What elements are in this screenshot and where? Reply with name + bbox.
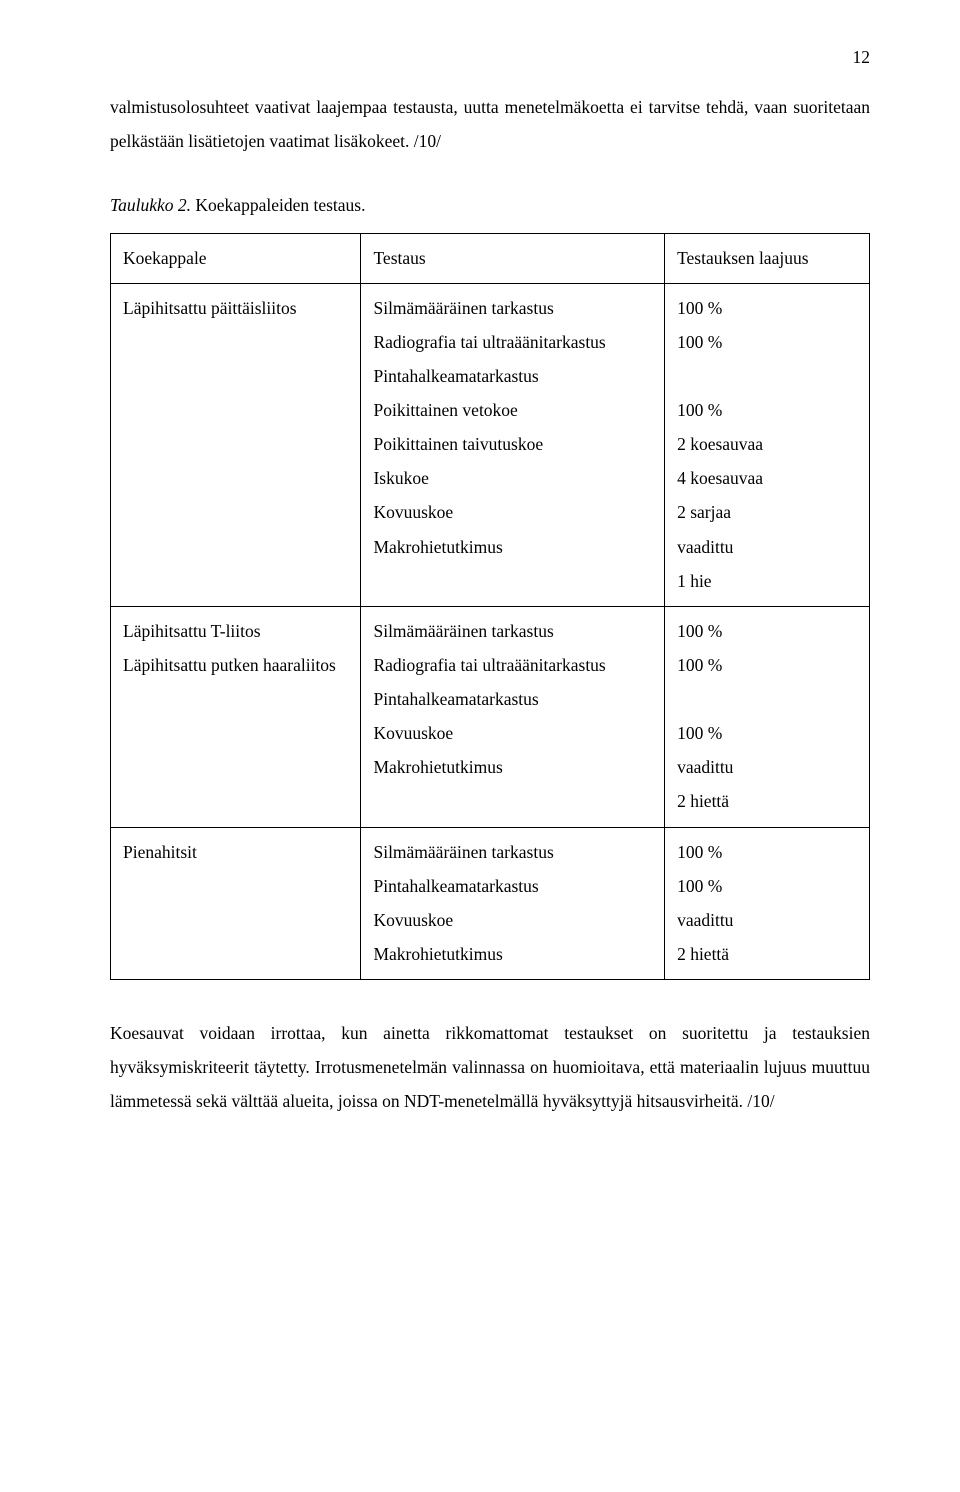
header-cell-testaus: Testaus (361, 233, 665, 283)
extent-line: 2 hiettä (677, 937, 859, 971)
extent-line: 100 % (677, 614, 859, 648)
test-line: Silmämääräinen tarkastus (373, 614, 654, 648)
cell-testaus: Silmämääräinen tarkastus Radiografia tai… (361, 606, 665, 827)
cell-koekappale: Läpihitsattu päittäisliitos (111, 283, 361, 606)
extent-line: 100 % (677, 291, 859, 325)
page-number: 12 (110, 40, 870, 74)
cell-koekappale: Läpihitsattu T-liitos Läpihitsattu putke… (111, 606, 361, 827)
table-row: Pienahitsit Silmämääräinen tarkastus Pin… (111, 827, 870, 980)
extent-line: 100 % (677, 648, 859, 682)
table-row: Läpihitsattu T-liitos Läpihitsattu putke… (111, 606, 870, 827)
extent-line: 2 sarjaa (677, 495, 859, 529)
extent-line: vaadittu (677, 903, 859, 937)
test-line: Radiografia tai ultraäänitarkastus (373, 325, 654, 359)
cell-testaus: Silmämääräinen tarkastus Pintahalkeamata… (361, 827, 665, 980)
header-cell-laajuus: Testauksen laajuus (665, 233, 870, 283)
cell-koekappale: Pienahitsit (111, 827, 361, 980)
test-line: Silmämääräinen tarkastus (373, 291, 654, 325)
cell-laajuus: 100 % 100 % 100 % vaadittu 2 hiettä (665, 606, 870, 827)
test-line: Poikittainen vetokoe (373, 393, 654, 427)
test-line: Makrohietutkimus (373, 530, 654, 564)
extent-line: 1 hie (677, 564, 859, 598)
test-table: Koekappale Testaus Testauksen laajuus Lä… (110, 233, 870, 981)
test-line: Makrohietutkimus (373, 937, 654, 971)
extent-line: 4 koesauvaa (677, 461, 859, 495)
extent-line: 100 % (677, 869, 859, 903)
extent-line: 100 % (677, 325, 859, 359)
koekappale-line: Läpihitsattu putken haaraliitos (123, 648, 350, 682)
extent-line: 100 % (677, 716, 859, 750)
table-caption-label: Taulukko 2. (110, 195, 191, 215)
test-line: Makrohietutkimus (373, 750, 654, 784)
table-row: Läpihitsattu päittäisliitos Silmämääräin… (111, 283, 870, 606)
test-line: Kovuuskoe (373, 903, 654, 937)
cell-testaus: Silmämääräinen tarkastus Radiografia tai… (361, 283, 665, 606)
extent-line (677, 359, 859, 393)
test-line: Silmämääräinen tarkastus (373, 835, 654, 869)
paragraph-intro: valmistusolosuhteet vaativat laajempaa t… (110, 90, 870, 158)
test-line: Pintahalkeamatarkastus (373, 682, 654, 716)
extent-line: 100 % (677, 835, 859, 869)
table-caption-text: Koekappaleiden testaus. (191, 195, 365, 215)
test-line: Kovuuskoe (373, 495, 654, 529)
cell-laajuus: 100 % 100 % vaadittu 2 hiettä (665, 827, 870, 980)
extent-line: vaadittu (677, 750, 859, 784)
koekappale-line: Läpihitsattu T-liitos (123, 614, 350, 648)
extent-line (677, 682, 859, 716)
test-line: Kovuuskoe (373, 716, 654, 750)
header-cell-koekappale: Koekappale (111, 233, 361, 283)
test-line: Radiografia tai ultraäänitarkastus (373, 648, 654, 682)
extent-line: 100 % (677, 393, 859, 427)
test-line: Iskukoe (373, 461, 654, 495)
cell-laajuus: 100 % 100 % 100 % 2 koesauvaa 4 koesauva… (665, 283, 870, 606)
extent-line: 2 hiettä (677, 784, 859, 818)
table-header-row: Koekappale Testaus Testauksen laajuus (111, 233, 870, 283)
paragraph-conclusion: Koesauvat voidaan irrottaa, kun ainetta … (110, 1016, 870, 1118)
extent-line: vaadittu (677, 530, 859, 564)
test-line: Pintahalkeamatarkastus (373, 869, 654, 903)
extent-line: 2 koesauvaa (677, 427, 859, 461)
test-line: Poikittainen taivutuskoe (373, 427, 654, 461)
table-caption: Taulukko 2. Koekappaleiden testaus. (110, 188, 870, 222)
test-line: Pintahalkeamatarkastus (373, 359, 654, 393)
